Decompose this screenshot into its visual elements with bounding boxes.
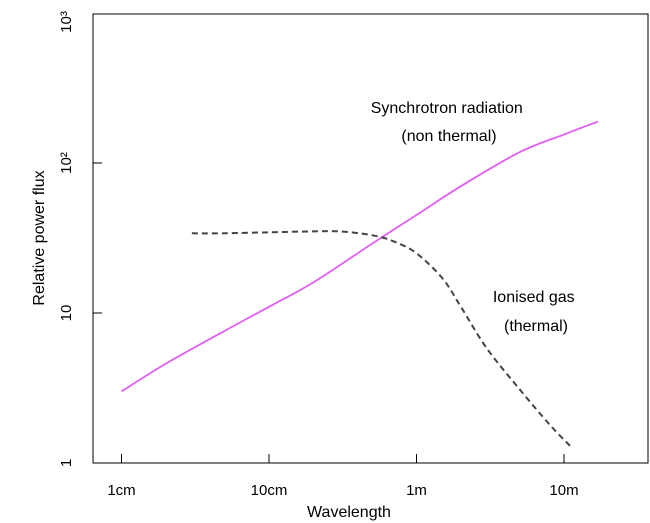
x-axis-label: Wavelength	[307, 504, 391, 521]
x-tick-label: 10m	[549, 482, 578, 499]
ionised-gas-curve	[191, 230, 571, 447]
ionised-gas-annotation-line-1: Ionised gas	[493, 289, 575, 306]
ionised-gas-annotation-line-2: (thermal)	[504, 318, 568, 335]
x-tick-label: 1cm	[107, 482, 135, 499]
synchrotron-annotation-line-1: Synchrotron radiation	[371, 100, 523, 117]
y-axis-ticks: 1 10 10² 10³	[58, 11, 102, 467]
y-tick-label: 10	[58, 305, 75, 322]
x-axis-ticks: 1cm 10cm 1m 10m	[107, 454, 579, 499]
ionised-gas-annotation: Ionised gas (thermal)	[493, 289, 579, 335]
x-tick-label: 1m	[406, 482, 427, 499]
y-tick-label: 10³	[58, 11, 75, 33]
y-tick-label: 10²	[58, 152, 75, 174]
y-tick-label: 1	[58, 459, 75, 467]
synchrotron-annotation: Synchrotron radiation (non thermal)	[371, 100, 528, 145]
synchrotron-annotation-line-2: (non thermal)	[401, 128, 496, 145]
series-layer	[121, 120, 599, 447]
synchrotron-curve	[121, 120, 599, 393]
y-axis-label: Relative power flux	[31, 170, 48, 305]
plot-frame	[92, 13, 649, 464]
x-tick-label: 10cm	[251, 482, 288, 499]
